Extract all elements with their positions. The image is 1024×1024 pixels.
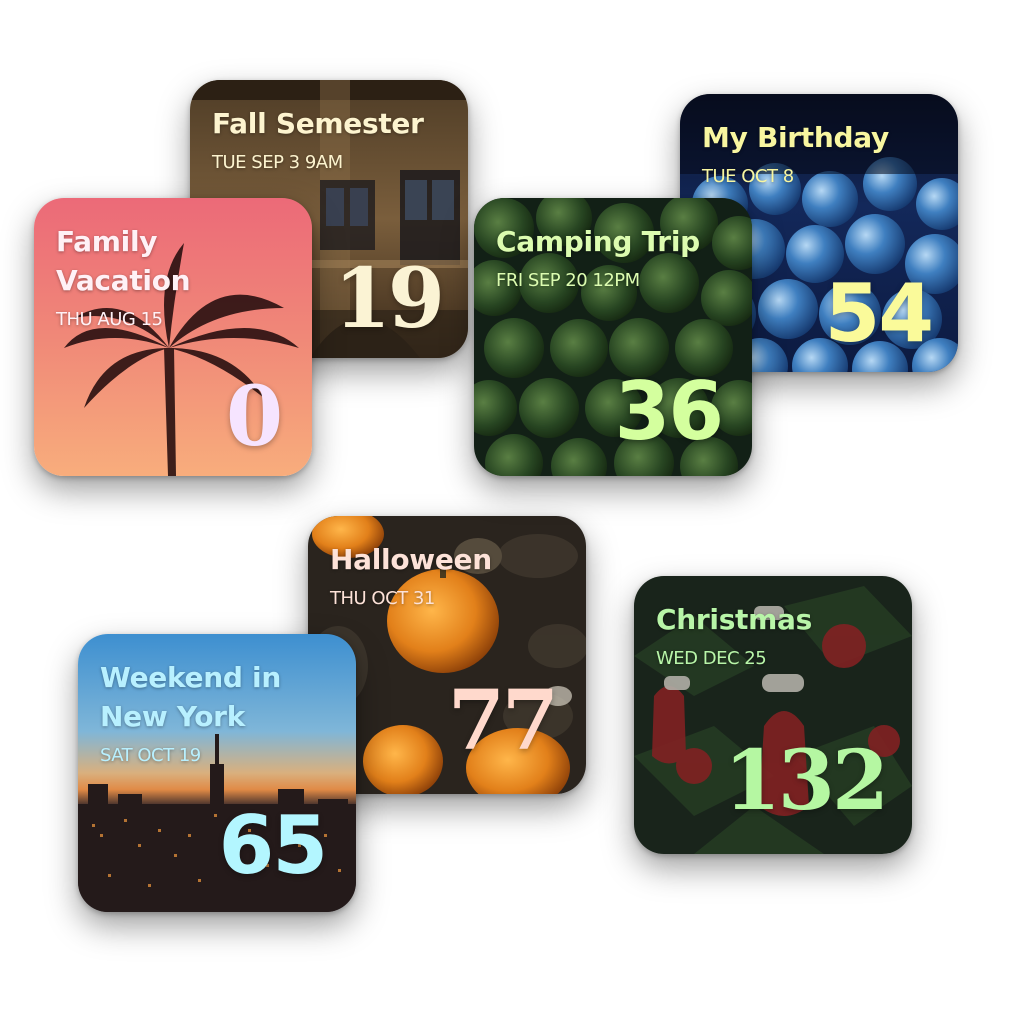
widget-title: Fall Semester bbox=[212, 107, 424, 140]
widget-date: THU AUG 15 bbox=[56, 309, 163, 330]
widget-countdown: 132 bbox=[723, 733, 889, 829]
widget-countdown: 65 bbox=[218, 799, 328, 892]
widget-date: THU OCT 31 bbox=[330, 588, 435, 609]
widget-countdown: 54 bbox=[824, 267, 934, 360]
widget-title: Christmas bbox=[656, 603, 812, 636]
widget-date: SAT OCT 19 bbox=[100, 745, 201, 766]
widget-countdown: 19 bbox=[333, 251, 445, 347]
widget-date: WED DEC 25 bbox=[656, 648, 767, 669]
widget-date: TUE OCT 8 bbox=[702, 166, 794, 187]
widget-family-vacation[interactable]: Family Vacation THU AUG 15 0 bbox=[34, 198, 312, 476]
widget-title: Halloween bbox=[330, 543, 492, 576]
widget-title: My Birthday bbox=[702, 121, 889, 154]
widget-title: Weekend in New York bbox=[100, 661, 281, 733]
widget-background-image bbox=[78, 634, 356, 912]
widget-title: Family Vacation bbox=[56, 225, 191, 297]
widget-date: FRI SEP 20 12PM bbox=[496, 270, 640, 291]
widget-camping-trip[interactable]: Camping Trip FRI SEP 20 12PM 36 bbox=[474, 198, 752, 476]
widget-christmas[interactable]: Christmas WED DEC 25 132 bbox=[634, 576, 912, 854]
widget-weekend-in-new-york[interactable]: Weekend in New York SAT OCT 19 65 bbox=[78, 634, 356, 912]
widget-background-image bbox=[34, 198, 312, 476]
widget-background-image bbox=[634, 576, 912, 854]
widget-background-image bbox=[474, 198, 752, 476]
widget-countdown: 0 bbox=[225, 369, 283, 465]
widget-title: Camping Trip bbox=[496, 225, 700, 258]
widget-countdown: 36 bbox=[614, 365, 724, 458]
widget-date: TUE SEP 3 9AM bbox=[212, 152, 343, 173]
widget-countdown: 77 bbox=[447, 673, 559, 769]
